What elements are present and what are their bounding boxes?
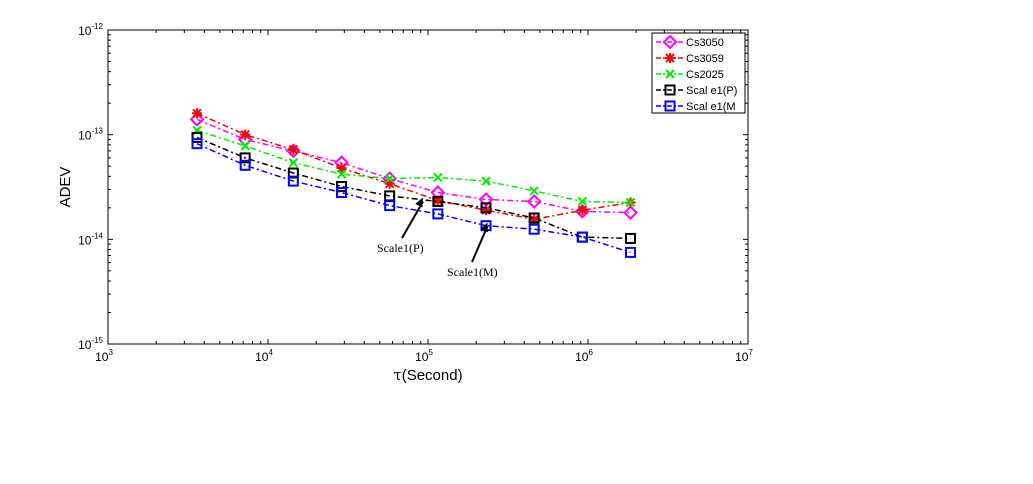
annotation-arrowhead-1 — [480, 222, 488, 233]
x-tick-label-1: 104 — [255, 348, 273, 364]
series-line-2 — [196, 129, 631, 204]
legend-label-1: Cs3059 — [686, 53, 724, 65]
series-line-3 — [196, 136, 631, 240]
legend-marker-1 — [665, 53, 675, 63]
data-point-0-0 — [189, 111, 205, 127]
data-point-1-7 — [529, 214, 540, 225]
series-line-4 — [196, 143, 631, 254]
data-point-1-5 — [432, 195, 443, 206]
y-tick-label-0: 10-15 — [78, 336, 103, 352]
axis-ticks: 103 104 105 106 107 10-15 10-14 10-13 10-12 — [78, 22, 753, 364]
x-axis-label-text: (Second) — [402, 367, 463, 384]
annotation-label-1: Scale1(M) — [447, 265, 498, 279]
data-point-2-4 — [384, 173, 395, 184]
legend-marker-4 — [664, 100, 676, 112]
y-axis-label: ADEV — [57, 167, 74, 208]
data-point-4-2 — [287, 175, 299, 187]
data-point-3-3 — [336, 180, 348, 192]
data-point-1-1 — [240, 129, 251, 140]
data-point-3-9 — [624, 232, 636, 244]
series-layer — [189, 108, 638, 258]
x-tick-label-3: 106 — [575, 348, 593, 364]
data-point-4-0 — [191, 138, 203, 150]
data-point-3-6 — [480, 202, 492, 214]
legend-label-3: Scal e1(P) — [686, 85, 737, 97]
data-point-3-5 — [432, 195, 444, 207]
data-point-1-8 — [577, 205, 588, 216]
legend-label-2: Cs2025 — [686, 69, 724, 81]
x-tick-label-0: 103 — [95, 348, 113, 364]
data-point-0-7 — [526, 194, 542, 209]
data-point-0-9 — [623, 205, 638, 221]
legend-marker-3 — [664, 84, 676, 96]
data-point-1-2 — [288, 144, 299, 155]
data-point-2-2 — [288, 157, 299, 168]
annotation-label-0: Scale1(P) — [377, 241, 424, 255]
plot-area — [107, 29, 749, 345]
data-point-4-4 — [384, 200, 396, 212]
data-point-2-7 — [529, 186, 539, 196]
annotation-arrow-1 — [471, 226, 489, 263]
data-point-2-1 — [240, 141, 250, 151]
legend-marker-0 — [662, 34, 678, 50]
data-point-4-9 — [624, 246, 636, 258]
data-point-3-7 — [528, 212, 540, 224]
y-tick-label-2: 10-13 — [78, 127, 103, 143]
series-4 — [191, 138, 636, 258]
x-axis-label: τ(Second) — [393, 366, 462, 384]
legend-marker-2 — [665, 69, 675, 79]
legend-label-4: Scal e1(M — [686, 101, 736, 113]
data-point-3-0 — [191, 131, 203, 143]
series-line-1 — [196, 112, 631, 221]
annotation-layer: Scale1(P) Scale1(M) — [377, 197, 498, 279]
data-point-4-1 — [239, 159, 251, 171]
data-point-1-6 — [480, 205, 491, 216]
x-tick-label-2: 105 — [415, 348, 433, 364]
y-tick-label-1: 10-14 — [78, 231, 103, 247]
data-point-4-3 — [336, 187, 348, 199]
data-point-3-1 — [239, 152, 251, 164]
y-tick-label-3: 10-12 — [78, 22, 103, 38]
x-tick-label-4: 107 — [735, 348, 753, 364]
data-point-4-5 — [432, 208, 444, 220]
data-point-1-3 — [336, 163, 347, 174]
legend: Cs3050 Cs3059 Cs2025 Scal e1(P) Scal e1(M — [651, 32, 746, 114]
data-point-2-6 — [481, 176, 491, 186]
data-point-4-7 — [528, 223, 540, 235]
data-point-4-8 — [576, 231, 588, 243]
data-point-1-4 — [384, 178, 395, 189]
series-3 — [191, 131, 636, 244]
data-point-2-8 — [577, 196, 588, 207]
legend-label-0: Cs3050 — [686, 37, 724, 49]
series-line-0 — [196, 118, 631, 214]
annotation-arrow-0 — [401, 201, 424, 239]
data-point-1-0 — [192, 108, 203, 119]
data-point-2-5 — [433, 172, 443, 183]
data-point-2-9 — [625, 197, 636, 208]
data-point-2-3 — [336, 169, 347, 179]
annotation-arrowhead-0 — [415, 197, 423, 208]
x-axis-label-symbol: τ — [393, 366, 401, 384]
